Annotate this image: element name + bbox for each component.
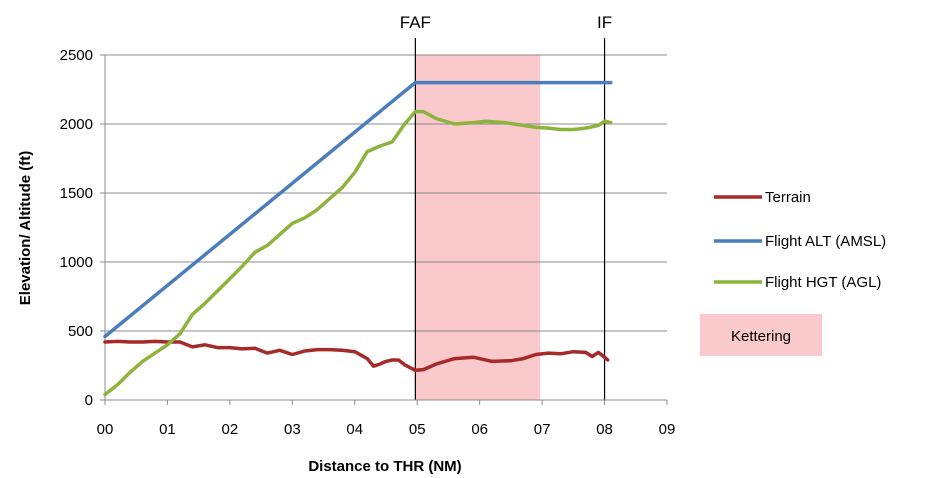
shaded-region-layer [415,55,541,400]
marker-lines [414,38,606,400]
legend: Terrain Flight ALT (AMSL) Flight HGT (AGL)… [700,189,886,356]
y-tick-label: 2500 [60,47,93,64]
y-tick-label: 1500 [60,185,93,202]
gridlines [105,54,667,332]
x-tick-label: 04 [346,421,363,438]
y-axis-title: Elevation/ Altitude (ft) [17,151,34,305]
legend-label-flight-alt-amsl: Flight ALT (AMSL) [765,233,886,250]
y-tick-label: 0 [85,392,93,409]
series-line-terrain [103,339,610,373]
series-line-flight-hgt-agl [103,109,613,397]
shaded-region-kettering [415,55,541,400]
x-tick-label: 09 [659,421,676,438]
x-tick-label: 06 [471,421,488,438]
legend-label-terrain: Terrain [765,189,811,206]
y-tick-label: 500 [68,323,93,340]
marker-label-faf: FAF [400,13,431,32]
series-lines [103,80,613,397]
legend-label-flight-hgt-agl: Flight HGT (AGL) [765,274,881,291]
x-tick-label: 08 [596,421,613,438]
x-tick-label: 05 [409,421,426,438]
y-tick-label: 1000 [60,254,93,271]
series-line-flight-alt-amsl [103,80,613,339]
x-tick-label: 01 [159,421,176,438]
x-axis-title: Distance to THR (NM) [308,458,461,475]
x-tick-label: 03 [284,421,301,438]
legend-label-kettering: Kettering [731,328,791,345]
legend-swatch-kettering [700,314,822,356]
x-tick-label: 00 [97,421,114,438]
labels: 0 500 1000 1500 2000 2500 00 01 02 03 04 05 06 07 08 09… [60,13,676,438]
y-tick-label: 2000 [60,116,93,133]
x-tick-label: 07 [534,421,551,438]
marker-label-if: IF [597,13,612,32]
x-tick-label: 02 [222,421,239,438]
